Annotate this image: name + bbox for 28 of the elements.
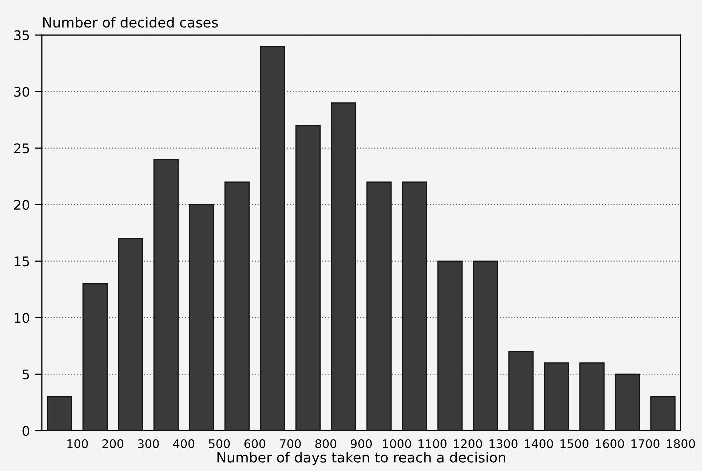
- x-tick-label: 1400: [525, 440, 554, 448]
- y-tick-label: 10: [14, 313, 30, 324]
- x-tick-label: 600: [244, 440, 266, 448]
- y-tick-label: 5: [22, 370, 30, 380]
- y-tick-label: 25: [14, 144, 30, 154]
- x-tick-label: 900: [351, 440, 372, 448]
- y-tick-label: 15: [14, 256, 30, 267]
- x-tick-label: 1300: [490, 440, 518, 448]
- x-tick-label: 1100: [418, 440, 447, 448]
- x-tick-label: 1500: [560, 440, 589, 448]
- x-tick-label: 800: [316, 440, 337, 448]
- x-tick-label: 1000: [383, 440, 412, 448]
- y-tick-label: 0: [22, 426, 30, 436]
- x-tick-label: 1600: [596, 440, 624, 448]
- x-tick-label: 400: [173, 440, 195, 448]
- x-tick-label: 700: [280, 440, 302, 448]
- y-tick-label: 20: [14, 200, 30, 210]
- x-tick-label: 200: [102, 440, 124, 448]
- x-tick-label: 100: [68, 440, 88, 448]
- x-tick-label: 1700: [632, 440, 660, 448]
- x-tick-label: 1800: [667, 440, 696, 448]
- x-axis-title: Number of days taken to reach a decision: [218, 452, 506, 466]
- x-tick-label: 300: [138, 440, 160, 448]
- y-tick-label: 30: [14, 87, 30, 98]
- y-tick-label: 35: [14, 30, 30, 41]
- y-axis-title: Number of decided cases: [43, 17, 218, 28]
- x-tick-label: 500: [209, 440, 230, 448]
- x-tick-label: 1200: [454, 440, 482, 448]
